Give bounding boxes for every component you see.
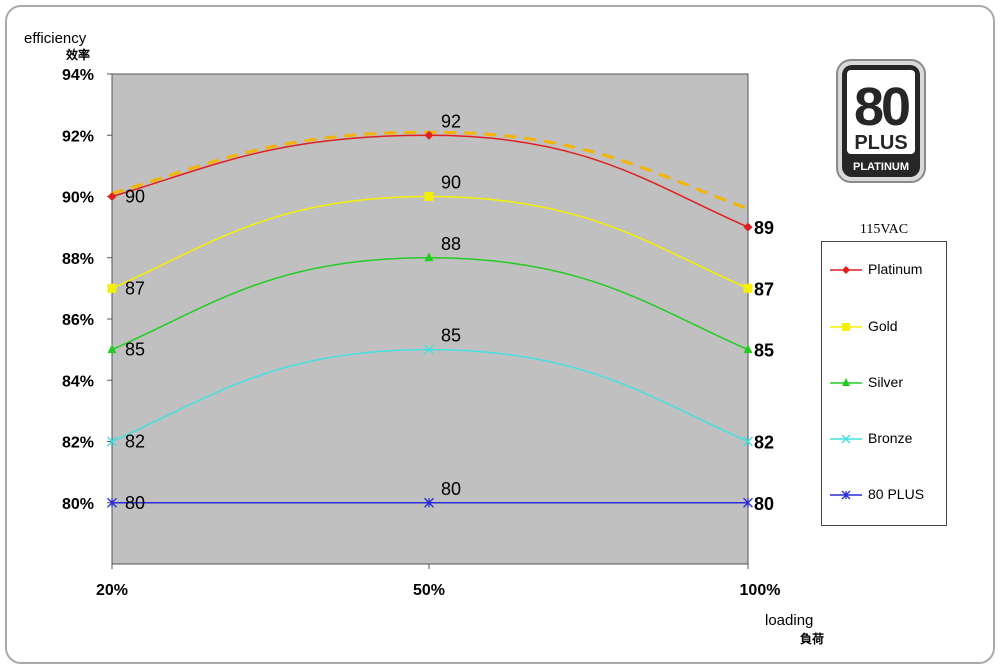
series-gold	[107, 192, 753, 293]
y-axis-ticks: 80% 82% 84% 86% 88% 90% 92% 94%	[62, 67, 112, 513]
data-label-gold: 87	[754, 279, 774, 299]
legend-marker	[841, 434, 851, 444]
data-point-gold	[107, 283, 117, 293]
data-point-80-plus	[424, 497, 434, 508]
y-axis-label: efficiency	[24, 30, 87, 47]
legend-swatch-bronze	[830, 434, 862, 444]
legend-swatch-80-plus	[830, 490, 862, 500]
legend: 115VAC Platinum Gold Silver Bronze 80 PLUS	[821, 222, 947, 526]
legend-item-gold: Gold	[828, 317, 944, 337]
legend-item-80-plus: 80 PLUS	[828, 485, 944, 505]
badge-number: 80	[854, 77, 909, 137]
data-label-platinum: 89	[754, 218, 774, 238]
series-silver	[107, 252, 753, 354]
y-tick-label: 92%	[62, 128, 94, 145]
y-axis-label-chinese: 效率	[66, 48, 91, 62]
legend-swatch-platinum	[830, 266, 862, 274]
data-point-silver	[743, 344, 753, 354]
data-label-80-plus: 80	[125, 493, 145, 513]
data-point-gold	[743, 283, 753, 293]
legend-marker	[841, 490, 851, 500]
data-label-platinum: 92	[441, 111, 461, 131]
x-tick-label: 20%	[96, 582, 128, 599]
series-platinum	[107, 130, 753, 232]
data-point-bronze	[742, 436, 754, 447]
badge-tier: PLATINUM	[853, 161, 909, 173]
legend-label: Platinum	[868, 261, 923, 277]
series-layer	[106, 130, 754, 508]
y-tick-label: 80%	[62, 496, 94, 513]
legend-label: Silver	[868, 374, 904, 390]
series-bronze	[106, 344, 754, 447]
legend-item-platinum: Platinum	[828, 260, 944, 280]
y-tick-label: 86%	[62, 312, 94, 329]
y-tick-label: 90%	[62, 190, 94, 207]
badge-plus: PLUS	[854, 132, 907, 154]
legend-item-silver: Silver	[828, 373, 944, 393]
legend-label: Bronze	[868, 430, 913, 446]
data-label-bronze: 82	[754, 433, 774, 453]
x-tick-label: 50%	[413, 582, 445, 599]
data-label-gold: 90	[441, 173, 461, 193]
data-point-gold	[424, 192, 434, 201]
x-axis-ticks: 20% 50% 100%	[96, 564, 780, 599]
data-label-silver: 85	[125, 340, 145, 360]
legend-title: 115VAC	[859, 222, 909, 237]
data-point-bronze	[106, 436, 118, 447]
y-tick-label: 84%	[62, 373, 94, 390]
legend-label: Gold	[868, 318, 898, 334]
data-point-platinum	[743, 222, 753, 232]
data-label-silver: 88	[441, 234, 461, 254]
data-point-silver	[107, 344, 117, 354]
legend-marker	[842, 378, 850, 386]
y-tick-label: 88%	[62, 251, 94, 268]
data-label-bronze: 82	[125, 432, 145, 452]
data-label-bronze: 85	[441, 326, 461, 346]
plot-area	[111, 73, 749, 565]
legend-swatch-silver	[830, 378, 862, 386]
data-point-bronze	[423, 344, 435, 355]
data-point-silver	[424, 252, 434, 262]
data-label-80-plus: 80	[754, 494, 774, 514]
data-label-gold: 87	[125, 278, 145, 298]
data-point-80-plus	[107, 497, 117, 508]
legend-marker	[842, 266, 850, 274]
data-point-80-plus	[743, 497, 753, 508]
series-80-plus	[107, 497, 753, 508]
y-tick-label: 94%	[62, 67, 94, 84]
data-label-80-plus: 80	[441, 479, 461, 499]
data-label-platinum: 90	[125, 187, 145, 207]
x-axis-label-chinese: 負荷	[800, 632, 825, 646]
legend-item-bronze: Bronze	[828, 429, 944, 449]
y-tick-label: 82%	[62, 435, 94, 452]
data-labels-layer: 90 92 89 87 90 87 85 88 85 82 85 82 80 80 80	[125, 111, 774, 514]
x-tick-label: 100%	[740, 582, 781, 599]
data-point-platinum	[424, 130, 434, 140]
x-axis-label: loading	[765, 612, 814, 629]
legend-marker	[842, 323, 850, 331]
data-point-platinum	[107, 192, 117, 201]
80-plus-platinum-logo: 80 PLUS PLATINUM	[836, 59, 926, 183]
legend-swatch-gold	[830, 323, 862, 331]
legend-label: 80 PLUS	[868, 486, 925, 502]
data-label-silver: 85	[754, 341, 774, 361]
